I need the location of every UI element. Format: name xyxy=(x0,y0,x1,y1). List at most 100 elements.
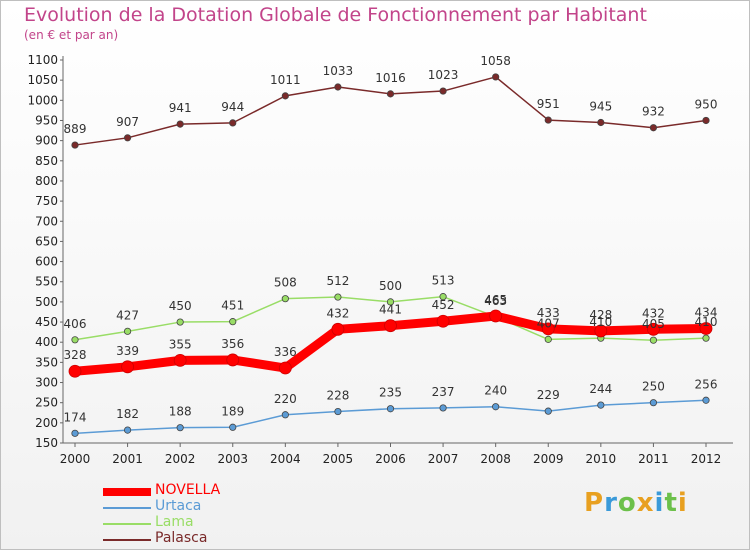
data-label-urtaca: 182 xyxy=(116,407,139,421)
data-point-novella xyxy=(436,314,450,328)
data-point-palasca xyxy=(649,124,658,132)
data-label-lama: 406 xyxy=(64,317,87,331)
data-label-lama: 500 xyxy=(379,279,402,293)
data-label-urtaca: 240 xyxy=(484,384,507,398)
data-label-urtaca: 229 xyxy=(537,388,560,402)
data-point-palasca xyxy=(544,116,552,124)
data-point-urtaca xyxy=(492,403,500,411)
x-tick-label: 2007 xyxy=(428,452,459,466)
y-tick-label: 750 xyxy=(35,194,58,208)
data-label-lama: 407 xyxy=(537,316,560,330)
data-point-urtaca xyxy=(597,401,605,409)
data-label-novella: 465 xyxy=(484,293,507,307)
data-point-palasca xyxy=(71,141,79,149)
y-tick-label: 900 xyxy=(35,134,58,148)
data-point-lama xyxy=(702,334,710,342)
y-tick-label: 800 xyxy=(35,174,58,188)
y-tick-label: 300 xyxy=(35,376,58,390)
data-label-urtaca: 256 xyxy=(695,377,718,391)
data-label-palasca: 945 xyxy=(589,99,612,113)
legend-label-novella: NOVELLA xyxy=(155,482,221,498)
data-point-novella xyxy=(647,322,660,336)
legend-label-palasca: Palasca xyxy=(155,530,208,546)
data-label-novella: 339 xyxy=(116,344,139,358)
data-label-lama: 513 xyxy=(432,274,455,288)
data-point-urtaca xyxy=(439,404,447,412)
data-label-lama: 427 xyxy=(116,308,139,322)
data-point-lama xyxy=(386,298,395,306)
data-point-novella xyxy=(384,319,397,333)
y-tick-label: 500 xyxy=(35,295,58,309)
data-point-palasca xyxy=(492,73,500,81)
data-label-palasca: 950 xyxy=(695,97,718,111)
y-tick-label: 1050 xyxy=(27,73,58,87)
data-point-lama xyxy=(334,293,342,301)
x-tick-label: 2009 xyxy=(533,452,564,466)
data-label-palasca: 1011 xyxy=(270,73,301,87)
data-label-lama: 450 xyxy=(169,299,192,313)
x-tick-label: 2006 xyxy=(375,452,406,466)
data-label-urtaca: 237 xyxy=(432,385,455,399)
data-label-novella: 328 xyxy=(64,348,87,362)
y-tick-label: 350 xyxy=(35,355,58,369)
data-point-palasca xyxy=(439,87,447,95)
chart-title: Evolution de la Dotation Globale de Fonc… xyxy=(24,4,647,26)
data-point-novella xyxy=(699,322,713,335)
data-point-novella xyxy=(68,364,82,378)
data-label-urtaca: 174 xyxy=(64,410,87,424)
data-point-lama xyxy=(439,293,447,301)
data-label-novella: 336 xyxy=(274,345,297,359)
y-tick-label: 950 xyxy=(35,113,58,127)
data-label-palasca: 907 xyxy=(116,115,139,129)
data-label-palasca: 1023 xyxy=(428,68,459,82)
y-tick-label: 1000 xyxy=(27,93,58,107)
data-label-novella: 432 xyxy=(642,306,665,320)
y-tick-label: 550 xyxy=(35,275,58,289)
y-tick-label: 850 xyxy=(35,154,58,168)
data-label-novella: 434 xyxy=(695,306,718,320)
data-label-urtaca: 220 xyxy=(274,392,297,406)
data-point-urtaca xyxy=(123,426,132,434)
data-label-palasca: 1016 xyxy=(375,71,406,85)
x-tick-label: 2011 xyxy=(638,452,669,466)
data-label-palasca: 932 xyxy=(642,105,665,119)
data-point-lama xyxy=(281,295,289,303)
data-label-palasca: 1033 xyxy=(323,64,354,78)
data-point-novella xyxy=(331,322,345,336)
y-tick-label: 200 xyxy=(35,416,58,430)
data-label-novella: 355 xyxy=(169,337,192,351)
proxiti-logo: Proxiti xyxy=(584,488,688,518)
data-label-urtaca: 235 xyxy=(379,386,402,400)
data-label-lama: 508 xyxy=(274,276,297,290)
x-tick-label: 2010 xyxy=(586,452,617,466)
y-tick-label: 700 xyxy=(35,214,58,228)
data-label-novella: 428 xyxy=(589,308,612,322)
y-tick-label: 250 xyxy=(35,396,58,410)
data-point-urtaca xyxy=(544,407,552,415)
data-point-urtaca xyxy=(176,424,184,432)
data-point-palasca xyxy=(176,120,184,128)
data-label-novella: 433 xyxy=(537,306,560,320)
data-point-novella xyxy=(121,360,134,374)
data-label-palasca: 944 xyxy=(221,100,244,114)
data-label-lama: 512 xyxy=(326,274,349,288)
data-point-urtaca xyxy=(229,423,237,431)
data-label-urtaca: 250 xyxy=(642,380,665,394)
data-label-urtaca: 244 xyxy=(589,382,612,396)
data-label-urtaca: 189 xyxy=(221,404,244,418)
y-tick-label: 650 xyxy=(35,234,58,248)
data-point-lama xyxy=(71,336,79,344)
data-point-palasca xyxy=(123,134,132,142)
data-point-urtaca xyxy=(281,411,289,419)
x-tick-label: 2003 xyxy=(217,452,248,466)
y-tick-label: 400 xyxy=(35,335,58,349)
data-label-lama: 463 xyxy=(484,294,507,308)
data-label-palasca: 889 xyxy=(64,122,87,136)
data-label-novella: 452 xyxy=(432,298,455,312)
data-label-novella: 356 xyxy=(221,337,244,351)
data-point-lama xyxy=(176,318,184,326)
data-label-palasca: 951 xyxy=(537,97,560,111)
data-point-novella xyxy=(489,309,503,323)
x-tick-label: 2001 xyxy=(112,452,143,466)
